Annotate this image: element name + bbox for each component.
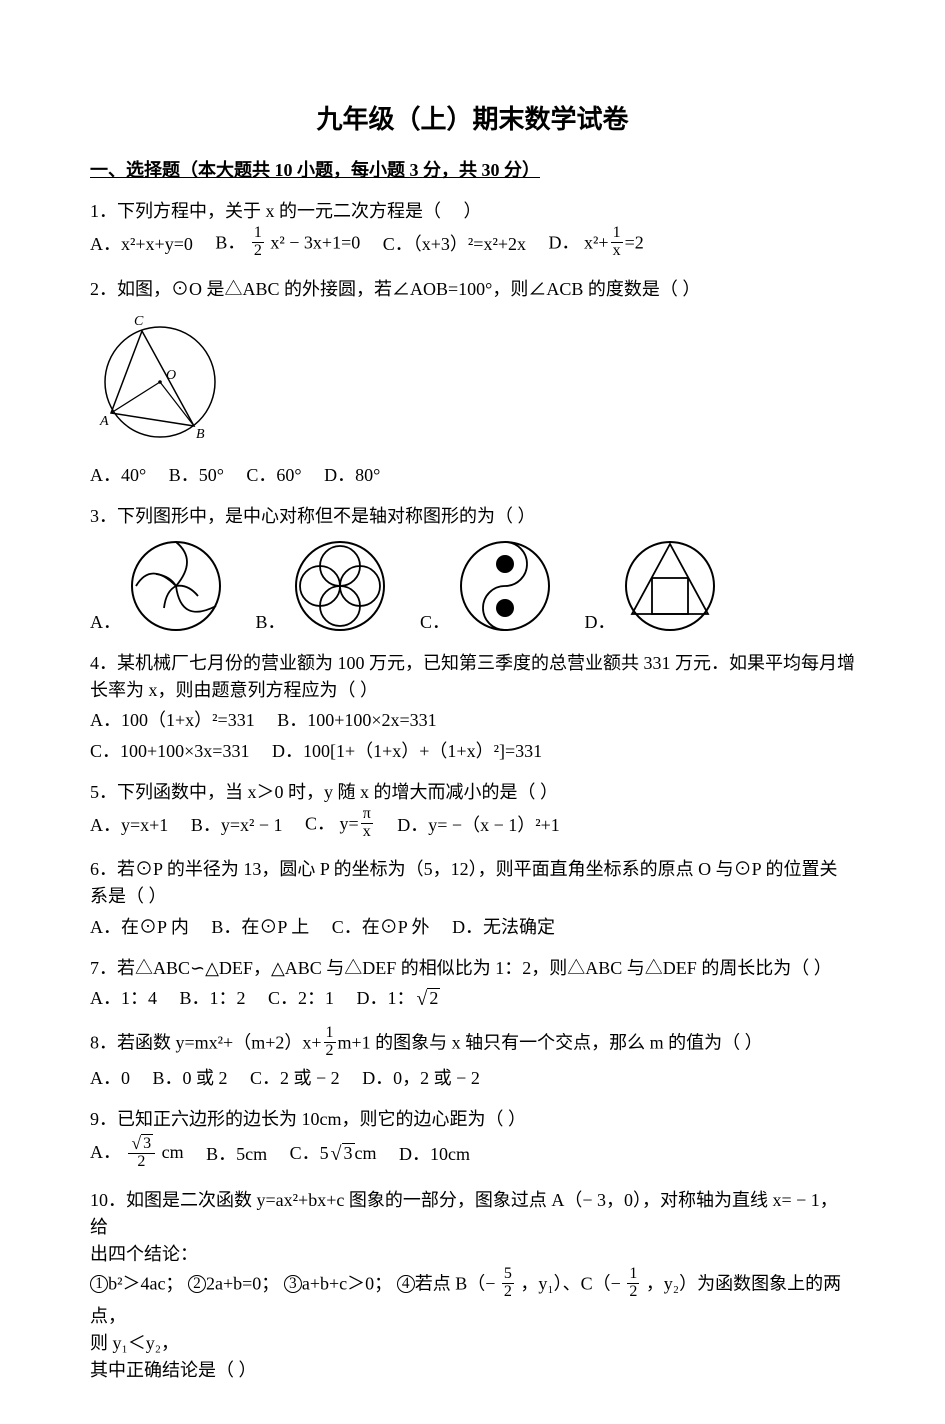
q7-opt-b: B．1：2 [180,985,246,1012]
q4-line1: 4．某机械厂七月份的营业额为 100 万元，已知第三季度的总营业额共 331 万… [90,650,855,677]
sqrt-3: 3 [329,1139,355,1169]
q4-opt-a: A．100（1+x）²=331 [90,707,255,734]
q3-fig-c: C． [420,536,555,636]
pinwheel-icon [126,536,226,636]
q2-opt-c: C．60° [246,462,301,489]
q4-opt-d: D．100[1+（1+x）+（1+x）²]=331 [272,738,542,765]
q10-conclusions: 1b²＞4ac； 22a+b=0； 3a+b+c＞0； 4若点 B（− 52 ，… [90,1268,855,1330]
frac-1-2b: 12 [322,1025,338,1060]
q6-opt-a: A．在⊙P 内 [90,914,189,941]
q5-stem: 5．下列函数中，当 x＞0 时，y 随 x 的增大而减小的是（ ） [90,779,855,806]
question-3: 3．下列图形中，是中心对称但不是轴对称图形的为（ ） A． [90,503,855,636]
q10-line5: 其中正确结论是（ ） [90,1357,855,1384]
q6-opt-d: D．无法确定 [452,914,555,941]
q3-fig-b: B． [256,536,391,636]
q5-opt-a: A．y=x+1 [90,812,168,839]
q4-line2: 长率为 x，则由题意列方程应为（ ） [90,677,855,704]
q3-figures-row: A． B． [90,536,855,636]
question-6: 6．若⊙P 的半径为 13，圆心 P 的坐标为（5，12），则平面直角坐标系的原… [90,856,855,940]
circled-3: 3 [284,1275,302,1293]
question-4: 4．某机械厂七月份的营业额为 100 万元，已知第三季度的总营业额共 331 万… [90,650,855,765]
question-2: 2．如图，⊙O 是△ABC 的外接圆，若∠AOB=100°，则∠ACB 的度数是… [90,276,855,489]
q9-opt-b: B．5cm [206,1141,267,1168]
question-8: 8．若函数 y=mx²+（m+2）x+12m+1 的图象与 x 轴只有一个交点，… [90,1027,855,1092]
q6-line1: 6．若⊙P 的半径为 13，圆心 P 的坐标为（5，12），则平面直角坐标系的原… [90,856,855,883]
q3-stem: 3．下列图形中，是中心对称但不是轴对称图形的为（ ） [90,503,855,530]
question-5: 5．下列函数中，当 x＞0 时，y 随 x 的增大而减小的是（ ） A．y=x+… [90,779,855,843]
flower-icon [290,536,390,636]
q5-opt-b: B．y=x² − 1 [191,812,283,839]
q10-line1: 10．如图是二次函数 y=ax²+bx+c 图象的一部分，图象过点 A（− 3，… [90,1187,855,1241]
q2-opt-a: A．40° [90,462,146,489]
frac-pi-x: πx [359,806,375,841]
q10-line2: 出四个结论： [90,1241,855,1268]
q1-opt-b: B． 12 x² − 3x+1=0 [215,227,360,262]
q8-opt-a: A．0 [90,1065,130,1092]
q2-stem: 2．如图，⊙O 是△ABC 的外接圆，若∠AOB=100°，则∠ACB 的度数是… [90,276,855,303]
q2-circle-diagram: O A B C [90,307,230,447]
q10-line4: 则 y₁＜y₂， [90,1330,855,1357]
q6-opt-c: C．在⊙P 外 [332,914,430,941]
q1-stem-post: ） [464,201,482,221]
q7-opt-d: D．1：2 [357,984,441,1014]
q9-opt-a: A． 32 cm [90,1135,184,1173]
q9-opt-c: C．53cm [290,1139,377,1169]
frac-1-2: 12 [250,225,266,260]
q5-opt-d: D．y= −（x − 1）²+1 [397,812,560,839]
q2-opt-d: D．80° [324,462,380,489]
sqrt-2: 2 [415,984,441,1014]
q2-opt-b: B．50° [169,462,224,489]
q6-opt-b: B．在⊙P 上 [211,914,309,941]
circled-1: 1 [90,1275,108,1293]
q7-opt-c: C．2：1 [268,985,334,1012]
q1-stem-pre: 1．下列方程中，关于 x 的一元二次方程是（ [90,201,441,221]
frac-5-2: 52 [500,1266,516,1301]
q1-opt-a: A．x²+x+y=0 [90,231,193,258]
yinyang-icon [455,536,555,636]
question-10: 10．如图是二次函数 y=ax²+bx+c 图象的一部分，图象过点 A（− 3，… [90,1187,855,1384]
q7-stem: 7．若△ABC∽△DEF，△ABC 与△DEF 的相似比为 1：2，则△ABC … [90,955,855,982]
q1-blank [446,198,460,225]
q6-line2: 系是（ ） [90,883,855,910]
q9-stem: 9．已知正六边形的边长为 10cm，则它的边心距为（ ） [90,1106,855,1133]
circled-2: 2 [188,1275,206,1293]
frac-1-2c: 12 [625,1266,641,1301]
question-1: 1．下列方程中，关于 x 的一元二次方程是（ ） A．x²+x+y=0 B． 1… [90,198,855,262]
q8-opt-b: B．0 或 2 [153,1065,228,1092]
question-7: 7．若△ABC∽△DEF，△ABC 与△DEF 的相似比为 1：2，则△ABC … [90,955,855,1014]
q3-fig-d: D． [585,536,721,636]
q9-opt-d: D．10cm [399,1141,470,1168]
question-9: 9．已知正六边形的边长为 10cm，则它的边心距为（ ） A． 32 cm B．… [90,1106,855,1173]
frac-1-x: 1x [609,225,625,260]
circled-4: 4 [397,1275,415,1293]
q8-opt-d: D．0，2 或 − 2 [362,1065,480,1092]
q3-fig-a: A． [90,536,226,636]
page-title: 九年级（上）期末数学试卷 [90,100,855,139]
frac-sqrt3-2: 32 [126,1133,158,1171]
math-exam-page: 九年级（上）期末数学试卷 一、选择题（本大题共 10 小题，每小题 3 分，共 … [0,0,945,1424]
q8-opt-c: C．2 或 − 2 [250,1065,340,1092]
triangle-square-icon [620,536,720,636]
q7-opt-a: A．1：4 [90,985,157,1012]
svg-text:O: O [166,368,176,383]
section-1-header: 一、选择题（本大题共 10 小题，每小题 3 分，共 30 分） [90,157,855,184]
q4-opt-b: B．100+100×2x=331 [277,707,436,734]
q1-opt-d: D． x²+1x=2 [549,227,644,262]
svg-text:B: B [196,427,205,442]
svg-text:A: A [99,414,109,429]
svg-text:C: C [134,314,144,329]
q4-opt-c: C．100+100×3x=331 [90,738,249,765]
q8-stem: 8．若函数 y=mx²+（m+2）x+12m+1 的图象与 x 轴只有一个交点，… [90,1027,855,1062]
q5-opt-c: C． y=πx [305,808,375,843]
q1-opt-c: C．（x+3）²=x²+2x [383,231,526,258]
